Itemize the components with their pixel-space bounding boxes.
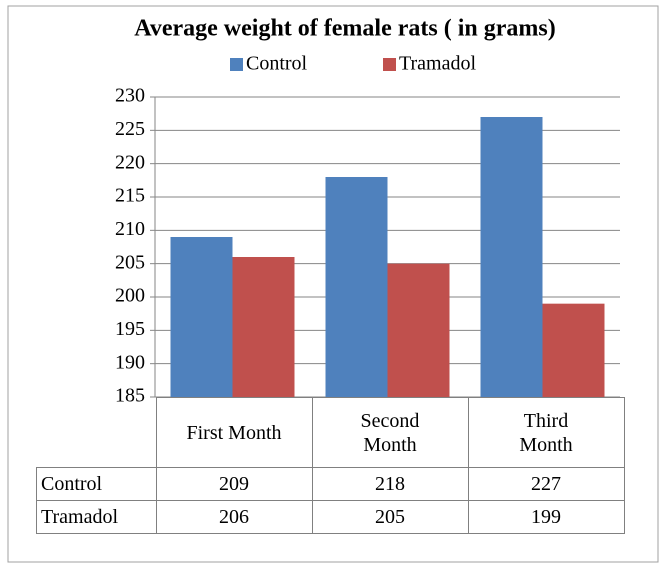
row-label-text: Tramadol [41, 506, 119, 528]
x-tick-label: Second Month [360, 409, 420, 456]
corner-cell [36, 397, 157, 468]
legend-label: Tramadol [399, 53, 476, 75]
legend-label: Control [246, 53, 308, 75]
bar [325, 177, 388, 397]
table-header: First Month Second Month Third Month [36, 397, 625, 468]
value-label: 227 [531, 473, 561, 495]
y-tick-label: 220 [115, 151, 145, 173]
bar [480, 117, 543, 397]
row-label: Tramadol [36, 500, 157, 534]
value-label: 205 [375, 506, 405, 528]
bar [170, 237, 233, 397]
value-label: 218 [375, 473, 405, 495]
category-cell: Third Month [467, 397, 625, 468]
value-label: 209 [219, 473, 249, 495]
x-tick-label: Third Month [519, 409, 573, 456]
y-tick-label: 225 [115, 118, 145, 140]
bar [387, 263, 450, 397]
table-row: Control 209 218 227 [36, 467, 625, 501]
y-tick-label: 215 [115, 185, 145, 207]
category-cell: First Month [155, 397, 313, 468]
y-tick-label: 210 [115, 218, 145, 240]
legend-swatch [230, 58, 243, 71]
y-tick-label: 230 [115, 85, 145, 107]
value-cell: 206 [155, 500, 313, 534]
legend-swatch [383, 58, 396, 71]
y-tick-label: 195 [115, 318, 145, 340]
bar [542, 303, 605, 397]
value-label: 199 [531, 506, 561, 528]
x-tick-label: First Month [186, 421, 282, 444]
value-cell: 205 [311, 500, 469, 534]
y-tick-label: 200 [115, 285, 145, 307]
value-cell: 209 [155, 467, 313, 501]
table-row: Tramadol 206 205 199 [36, 500, 625, 534]
chart-title: Average weight of female rats ( in grams… [134, 16, 555, 42]
bar [232, 257, 295, 397]
data-table: First Month Second Month Third Month Contr… [36, 397, 625, 534]
value-cell: 227 [467, 467, 625, 501]
category-cell: Second Month [311, 397, 469, 468]
value-cell: 218 [311, 467, 469, 501]
value-cell: 199 [467, 500, 625, 534]
value-label: 206 [219, 506, 249, 528]
y-tick-label: 190 [115, 351, 145, 373]
y-tick-label: 205 [115, 251, 145, 273]
row-label: Control [36, 467, 157, 501]
row-label-text: Control [41, 473, 103, 495]
chart-border [7, 5, 659, 563]
